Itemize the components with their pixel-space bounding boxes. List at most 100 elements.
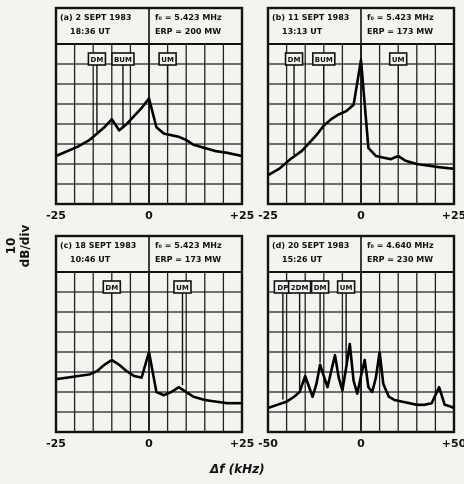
spectrum-point [118,129,121,132]
spectrum-point [367,147,370,149]
spectrum-point [192,143,195,146]
x-tick-label: -25 [46,437,66,450]
marker-label: UM [176,284,189,292]
spectrum-point [401,400,403,403]
y-axis-label: 10 dB/div [4,224,32,268]
panel-time: 15:26 UT [282,255,323,264]
spectrum-point [345,367,348,369]
spectrum-point [319,363,321,366]
spectrum-point [55,155,57,157]
spectrum-point [285,400,288,403]
x-tick-label: +25 [230,209,255,222]
spectrum-point [162,132,165,135]
spectrum-point [345,110,348,113]
panel-id-date: (b) 11 SEPT 1983 [272,13,349,22]
spectrum-point [315,383,318,385]
chart-panel-1: (a) 2 SEPT 1983 18:36 UT f₀ = 5.423 MHz ERP… [46,6,255,222]
spectrum-point [334,354,336,357]
spectrum-point [315,134,318,137]
spectrum-point [140,107,143,109]
spectrum-point [241,402,243,405]
spectrum-point [453,167,455,170]
chart-panel-2: (b) 11 SEPT 1983 13:13 UT f₀ = 5.423 MHz ER… [258,6,464,222]
spectrum-point [96,132,98,135]
spectrum-point [110,359,113,361]
spectrum-point [289,158,292,161]
spectrum-point [443,403,446,406]
spectrum-point [382,156,385,159]
x-tick-label: 0 [357,209,365,222]
spectrum-point [215,150,217,153]
panel-frequency: f₀ = 5.423 MHz [155,13,222,22]
spectrum-point [415,403,418,406]
spectrum-point [352,103,355,106]
spectrum-point [337,113,340,116]
panel-time: 10:46 UT [70,255,111,264]
spectrum-point [278,167,281,170]
marker-label: DM [91,56,104,64]
marker-label: DM [314,284,327,292]
x-tick-label: +50 [442,437,464,450]
panel-erp: ERP = 230 MW [367,255,433,264]
x-tick-label: 0 [145,437,153,450]
spectrum-point [430,402,433,405]
spectrum-point [423,403,426,406]
spectrum-point [77,145,80,148]
spectrum-point [341,389,344,392]
spectrum-point [382,383,385,385]
chart-panel-4: (d) 20 SEPT 1983 15:26 UT f₀ = 4.640 MHz ER… [258,234,464,450]
spectrum-point [449,405,452,408]
x-axis-label: Δf (kHz) [210,462,265,476]
panel-id-date: (c) 18 SEPT 1983 [60,241,136,250]
spectrum-point [337,376,340,379]
spectrum-point [267,407,269,409]
spectrum-point [185,139,188,141]
spectrum-point [133,115,136,117]
spectrum-point [293,395,295,398]
spectrum-point [177,386,180,389]
x-tick-label: -25 [258,209,278,222]
spectrum-point [374,155,377,157]
spectrum-point [88,373,91,376]
spectrum-point [241,155,243,157]
panel-id-date: (d) 20 SEPT 1983 [272,241,349,250]
spectrum-point [177,135,180,138]
x-tick-label: 0 [145,209,153,222]
spectrum-point [304,375,307,377]
spectrum-point [330,118,333,121]
spectrum-point [378,351,381,353]
spectrum-point [267,174,269,177]
spectrum-point [140,376,143,379]
spectrum-point [155,391,158,393]
spectrum-point [88,139,91,141]
spectrum-point [374,376,377,379]
spectrum-point [148,351,150,353]
panel-time: 18:36 UT [70,27,111,36]
spectrum-point [125,370,128,373]
spectrum-point [322,124,325,127]
spectrum-point [226,402,229,405]
spectrum-point [118,363,121,366]
spectrum-point [148,97,150,100]
spectrum-point [125,123,128,125]
spectrum-point [155,126,158,129]
marker-label: UM [161,56,174,64]
marker-label: DM [288,56,301,64]
spectrum-point [66,150,69,153]
spectrum-point [363,359,366,361]
spectrum-point [388,395,390,398]
spectrum-point [371,391,374,393]
spectrum-point [226,151,229,154]
spectrum-point [66,376,69,379]
spectrum-point [133,375,136,377]
marker-label: UM [340,284,353,292]
spectrum-point [393,399,396,401]
spectrum-trace [55,97,243,158]
panel-id-date: (a) 2 SEPT 1983 [60,13,131,22]
spectrum-point [308,142,310,145]
spectrum-point [415,163,418,165]
marker-label: DP [277,284,288,292]
spectrum-point [298,391,301,393]
panel-frequency: f₀ = 4.640 MHz [367,241,434,250]
